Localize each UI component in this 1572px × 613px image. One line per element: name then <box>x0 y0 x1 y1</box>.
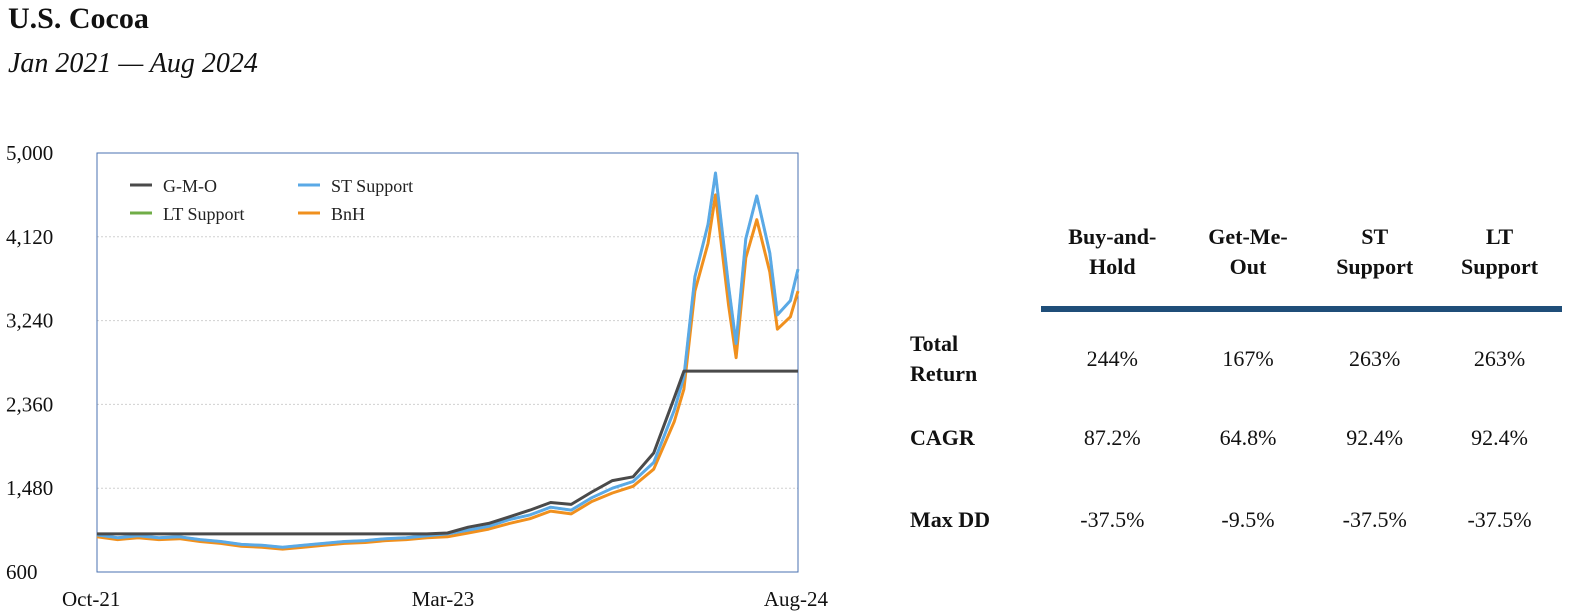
stats-table: Buy-and- Hold Get-Me- Out ST Support LT Supp… <box>900 222 1562 561</box>
y-tick-label: 2,360 <box>6 392 53 416</box>
stat-value: 244% <box>1086 346 1138 371</box>
y-tick-label: 4,120 <box>6 225 53 249</box>
chart-subtitle: Jan 2021 — Aug 2024 <box>8 48 258 79</box>
table-row: Total Return 244% 167% 263% 263% <box>900 312 1562 397</box>
stats-header: LT Support <box>1461 224 1539 279</box>
y-tick-label: 600 <box>6 560 38 584</box>
legend-label-lt: LT Support <box>163 204 245 224</box>
stats-corner <box>900 222 1041 306</box>
series-line-bnh <box>96 193 800 551</box>
stat-value: 92.4% <box>1346 425 1404 450</box>
stat-value: 167% <box>1222 346 1274 371</box>
stats-header: Buy-and- Hold <box>1068 224 1157 279</box>
stat-value: 263% <box>1473 346 1526 371</box>
stat-value: 64.8% <box>1219 425 1277 450</box>
chart-title: U.S. Cocoa <box>8 2 149 35</box>
stat-value: 87.2% <box>1083 425 1141 450</box>
table-row: Max DD -37.5% -9.5% -37.5% -37.5% <box>900 479 1562 561</box>
y-tick-label: 1,480 <box>6 476 53 500</box>
legend-label-st: ST Support <box>331 176 413 196</box>
stat-value: -37.5% <box>1080 507 1145 532</box>
stats-header: ST Support <box>1336 224 1414 279</box>
x-tick-label: Mar-23 <box>412 587 475 611</box>
x-tick-label: Aug-24 <box>764 587 829 611</box>
plot-frame <box>96 152 799 573</box>
stat-value: 263% <box>1349 346 1401 371</box>
series-line-st <box>96 171 800 549</box>
table-row: CAGR 87.2% 64.8% 92.4% 92.4% <box>900 397 1562 479</box>
x-tick-label: Oct-21 <box>62 587 120 611</box>
line-chart: 600 1,480 2,360 3,240 4,120 5,000 Oct-21 Mar-23… <box>6 141 829 611</box>
series-line-gmo <box>97 369 798 536</box>
row-label: CAGR <box>910 425 975 450</box>
legend-label-gmo: G-M-O <box>163 176 217 196</box>
series-line-lt <box>96 171 800 549</box>
legend-label-bnh: BnH <box>331 204 365 224</box>
stat-value: -9.5% <box>1221 507 1275 532</box>
y-tick-label: 5,000 <box>6 141 53 165</box>
y-tick-label: 3,240 <box>6 309 53 333</box>
header-rule <box>1041 306 1562 312</box>
row-label: Max DD <box>910 507 991 532</box>
stat-value: 92.4% <box>1471 425 1528 450</box>
stat-value: -37.5% <box>1467 507 1532 532</box>
stats-header: Get-Me- Out <box>1208 224 1288 279</box>
stat-value: -37.5% <box>1342 507 1407 532</box>
row-label: Total Return <box>910 331 978 386</box>
